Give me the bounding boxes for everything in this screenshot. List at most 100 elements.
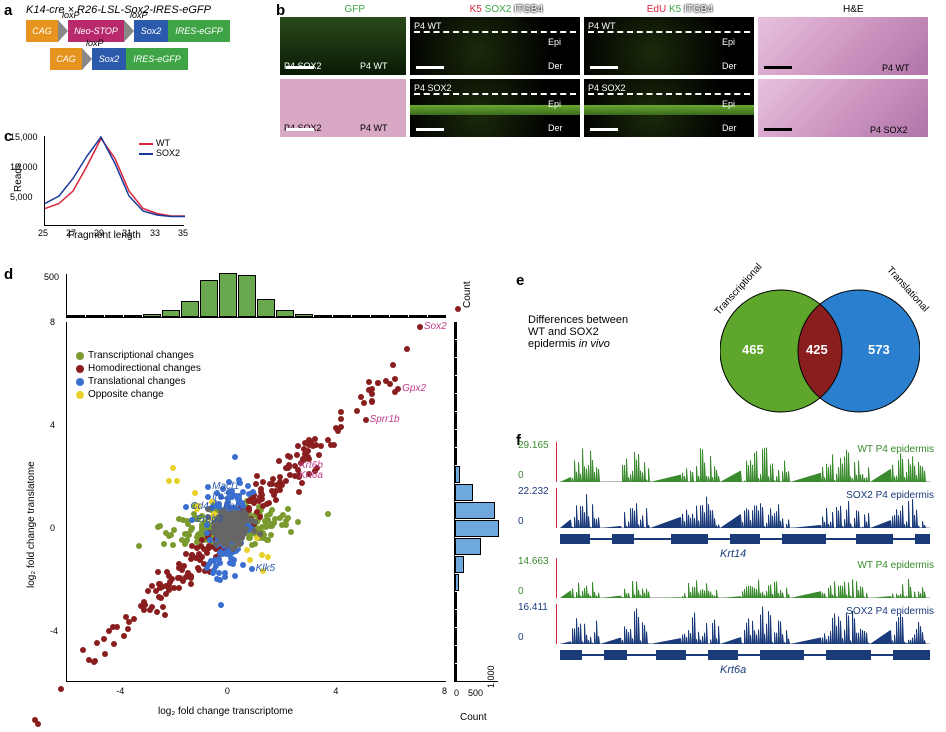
scatter-point (218, 602, 224, 608)
scatter-point (222, 574, 228, 580)
scatter-point (268, 532, 274, 538)
b-header-3: H&E (769, 4, 938, 15)
legend-item: Homodirectional changes (76, 363, 201, 374)
chart-c-area: WTSOX2 (44, 136, 184, 226)
scatter-point (375, 380, 381, 386)
promoter-arrow (124, 20, 134, 42)
micrograph-bf-bottom: P4 SOX2P4 WT (280, 79, 406, 137)
scatter-point (217, 577, 223, 583)
scatter-point (102, 651, 108, 657)
hist-right-label: Count (460, 712, 487, 723)
construct-row-1: CAGNeo-STOPSox2IRES-eGFP (26, 20, 268, 42)
track-3: 16.4110SOX2 P4 epidermis (520, 602, 938, 646)
legend-item: Transcriptional changes (76, 350, 201, 361)
scatter-legend: Transcriptional changes Homodirectional c… (76, 350, 201, 402)
loxp-label-2: loxP (130, 10, 148, 20)
scatter-point (181, 563, 187, 569)
scatter-point (121, 633, 127, 639)
b-header-0: GFP (292, 4, 418, 15)
panel-d: 500 0 500 1,000 Count Count Sox2Gpx2Sprr… (8, 268, 488, 724)
micrograph-r1c4: P4 WT (758, 17, 928, 75)
scatter-point (390, 362, 396, 368)
scatter-point (211, 567, 217, 573)
scatter-point (162, 612, 168, 618)
scatter-point (218, 549, 224, 555)
hist-right-t0: 0 (454, 688, 459, 698)
scatter-point (229, 521, 235, 527)
hist-right-t1000: 1,000 (486, 665, 496, 688)
micrograph-r2c3: P4 SOX2EpiDer (584, 79, 754, 137)
panel-e: Differences betweenWT and SOX2epidermis … (520, 276, 930, 426)
scatter-point (266, 500, 272, 506)
scatter-point (233, 512, 239, 518)
promoter-arrow (58, 20, 68, 42)
gene-box-iresegfp: IRES-eGFP (168, 20, 230, 42)
track-2: 14.6630WT P4 epidermis (520, 556, 938, 600)
scatter-point (265, 517, 271, 523)
gene-box-cag: CAG (26, 20, 58, 42)
venn-caption: Differences betweenWT and SOX2epidermis … (528, 314, 628, 350)
scatter-point (231, 557, 237, 563)
scatter-point (155, 524, 161, 530)
scatter-point (285, 506, 291, 512)
scatter-point (101, 636, 107, 642)
venn-right-value: 573 (868, 342, 890, 357)
scatter-point (245, 483, 251, 489)
scatter-point (190, 554, 196, 560)
scatter-point (217, 560, 223, 566)
scatter-point (192, 490, 198, 496)
scatter-point (358, 394, 364, 400)
panel-b-headers: GFP K5 SOX2 ITGB4 EdU K5 ITGB4 H&E (292, 4, 938, 15)
legend-item: Translational changes (76, 376, 201, 387)
panel-b-grid: P4 SOX2P4 WTP4 SOX2P4 WTP4 WTEpiDerP4 WT… (280, 17, 938, 137)
scatter-point (249, 542, 255, 548)
scatter-point (166, 478, 172, 484)
scatter-point (125, 626, 131, 632)
scatter-point (271, 492, 277, 498)
gene-label-sprr1b: Sprr1b (370, 414, 400, 425)
scatter-point (199, 537, 205, 543)
scatter-point (35, 721, 41, 727)
loxp-label-3: loxP (86, 38, 104, 48)
scatter-point (257, 514, 263, 520)
gene-label-sox2: Sox2 (424, 321, 447, 332)
d-xlabel: log₂ fold change transcriptome (158, 706, 293, 717)
scatter-point (288, 529, 294, 535)
scatter-point (240, 562, 246, 568)
scatter-point (246, 535, 252, 541)
micrograph-r1c3: P4 WTEpiDer (584, 17, 754, 75)
scatter-point (161, 541, 167, 547)
hist-right (454, 322, 498, 682)
scatter-point (180, 578, 186, 584)
scatter-point (160, 604, 166, 610)
panel-c: Reads WTSOX2 Fragment length 25272931333… (8, 130, 188, 250)
scatter-point (141, 607, 147, 613)
b-header-2: EdU K5 ITGB4 (595, 4, 764, 15)
scatter-point (136, 543, 142, 549)
venn-overlap-value: 425 (806, 342, 828, 357)
gene-label-klk5: Klk5 (256, 563, 275, 574)
scatter-point (106, 628, 112, 634)
scatter-point (316, 452, 322, 458)
scatter-point (455, 306, 461, 312)
scatter-point (170, 542, 176, 548)
micrograph-gfp-top: P4 SOX2P4 WT (280, 17, 406, 75)
scatter-point (154, 609, 160, 615)
scatter-point (186, 532, 192, 538)
scatter-point (387, 381, 393, 387)
scatter-point (312, 436, 318, 442)
scatter-point (246, 491, 252, 497)
scatter-point (180, 517, 186, 523)
gene-box-cag: CAG (50, 48, 82, 70)
scatter-point (111, 641, 117, 647)
scatter-point (247, 557, 253, 563)
micrograph-r1c2: P4 WTEpiDer (410, 17, 580, 75)
scatter-point (155, 569, 161, 575)
scatter-point (171, 527, 177, 533)
scatter-point (131, 616, 137, 622)
scatter-point (170, 465, 176, 471)
scatter-point (265, 554, 271, 560)
panel-f: 29.1650WT P4 epidermis22.2320SOX2 P4 epi… (520, 440, 938, 720)
micrograph-r2c4: P4 SOX2 (758, 79, 928, 137)
track-1: 22.2320SOX2 P4 epidermis (520, 486, 938, 530)
